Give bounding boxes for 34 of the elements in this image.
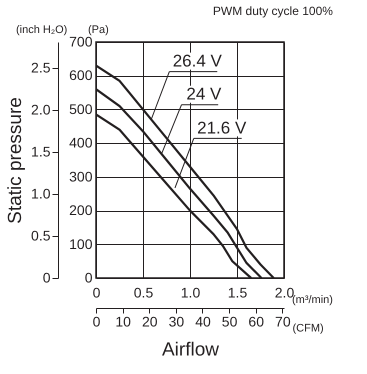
- chart-title: PWM duty cycle 100%: [212, 4, 334, 18]
- y2-tick-label: 2.0: [31, 102, 51, 118]
- y-tick-label: 400: [69, 134, 93, 151]
- y2-tick-label: 1.5: [31, 144, 51, 160]
- x2-tick-label: 20: [142, 314, 158, 330]
- x2-tick-label: 10: [115, 314, 132, 330]
- text: (Pa): [88, 24, 109, 36]
- y-tick-label: 100: [69, 236, 93, 252]
- legend-label: 21.6 V: [197, 118, 247, 138]
- y-tick-label: 300: [69, 168, 93, 184]
- y-tick-label: 0: [84, 270, 93, 286]
- x-tick-label: 1.5: [228, 284, 248, 300]
- y2-tick-label: 1.0: [31, 186, 51, 202]
- x2-tick-label: 70: [275, 314, 291, 330]
- y-tick-label: 200: [69, 202, 93, 218]
- y2-tick-label: 0.5: [31, 228, 51, 244]
- x2-axis-title: (CFM): [292, 322, 324, 334]
- y-tick-label: 500: [69, 100, 93, 117]
- text: 26.4 V: [172, 52, 223, 71]
- x2-tick-label: 60: [248, 314, 264, 330]
- y-tick-label: 700: [69, 34, 93, 50]
- y2-tick-label: 0: [42, 270, 51, 286]
- x2-tick-label: 50: [222, 314, 238, 330]
- legend-label: 24 V: [186, 84, 222, 104]
- y2-axis-title: Static pressure: [5, 97, 26, 224]
- x2-tick-label: 40: [195, 314, 211, 330]
- y2-tick-label: 2.5: [31, 60, 51, 76]
- x-axis-title: Airflow: [162, 340, 220, 360]
- y-tick-label: 600: [69, 67, 93, 84]
- text: (m³/min): [292, 294, 333, 306]
- x-tick-label: 1.0: [180, 284, 200, 300]
- x-tick-label: 0.5: [134, 284, 154, 300]
- text: (inch H₂O): [16, 24, 68, 36]
- x2-tick-label: 30: [168, 314, 184, 330]
